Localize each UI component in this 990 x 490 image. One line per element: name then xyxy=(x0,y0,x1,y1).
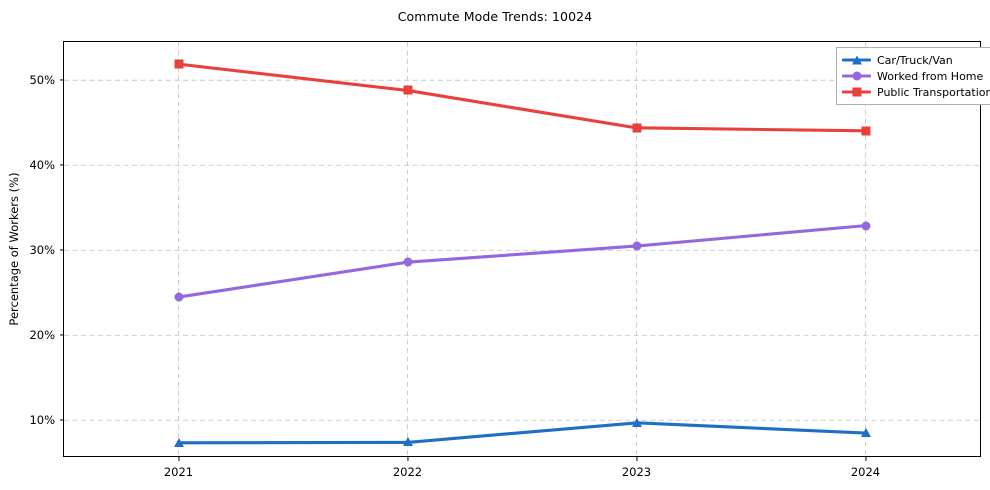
data-point-marker xyxy=(631,417,642,427)
series-line xyxy=(176,421,868,445)
x-tick-mark xyxy=(177,456,180,461)
x-tick-mark xyxy=(635,456,638,461)
data-point-marker xyxy=(632,241,641,251)
y-tick-mark xyxy=(59,79,64,81)
chart-legend: Car/Truck/Van Worked from Home Public Tr… xyxy=(836,47,990,105)
data-point-marker xyxy=(861,126,870,136)
series-lines xyxy=(176,62,868,445)
data-point-marker xyxy=(403,85,412,95)
x-tick-label: 2024 xyxy=(850,465,881,479)
data-point-marker xyxy=(402,437,413,447)
data-point-marker xyxy=(174,59,183,69)
legend-label: Worked from Home xyxy=(877,69,984,83)
series-line xyxy=(176,224,868,299)
triangle-marker-icon xyxy=(851,55,862,65)
data-point-marker xyxy=(632,123,641,133)
y-tick-label: 50% xyxy=(29,73,55,88)
y-tick-mark xyxy=(59,334,64,336)
series-markers xyxy=(64,42,980,456)
legend-item[interactable]: Public Transportation xyxy=(842,84,990,100)
y-tick-label: 10% xyxy=(29,413,55,428)
y-axis-label: Percentage of Workers (%) xyxy=(7,172,21,326)
y-tick-mark xyxy=(59,249,64,251)
legend-swatch-worked-from-home xyxy=(842,69,871,83)
chart-title: Commute Mode Trends: 10024 xyxy=(397,9,593,24)
legend-label: Car/Truck/Van xyxy=(877,53,953,67)
y-tick-mark xyxy=(59,419,64,421)
data-point-marker xyxy=(860,428,871,438)
legend-item[interactable]: Car/Truck/Van xyxy=(842,52,990,68)
y-tick-label: 40% xyxy=(29,158,55,173)
x-tick-mark xyxy=(864,456,867,461)
data-point-marker xyxy=(403,257,412,267)
data-point-marker xyxy=(174,292,183,302)
data-point-marker xyxy=(861,221,870,231)
legend-label: Public Transportation xyxy=(877,85,990,99)
legend-item[interactable]: Worked from Home xyxy=(842,68,990,84)
x-tick-label: 2022 xyxy=(392,465,423,479)
legend-swatch-car-truck-van xyxy=(842,53,871,67)
y-tick-label: 30% xyxy=(29,243,55,258)
y-tick-label: 20% xyxy=(29,328,55,343)
y-tick-mark xyxy=(59,164,64,166)
x-tick-label: 2023 xyxy=(621,465,652,479)
square-marker-icon xyxy=(852,87,861,97)
plot-area: 10% 20% 30% 40% 50% 2021 2022 2023 2024 xyxy=(29,41,981,479)
data-point-marker xyxy=(173,437,184,447)
circle-marker-icon xyxy=(852,71,861,81)
series-line xyxy=(176,62,868,133)
x-tick-mark xyxy=(406,456,409,461)
legend-swatch-public-transportation xyxy=(842,85,871,99)
x-tick-label: 2021 xyxy=(163,465,194,479)
